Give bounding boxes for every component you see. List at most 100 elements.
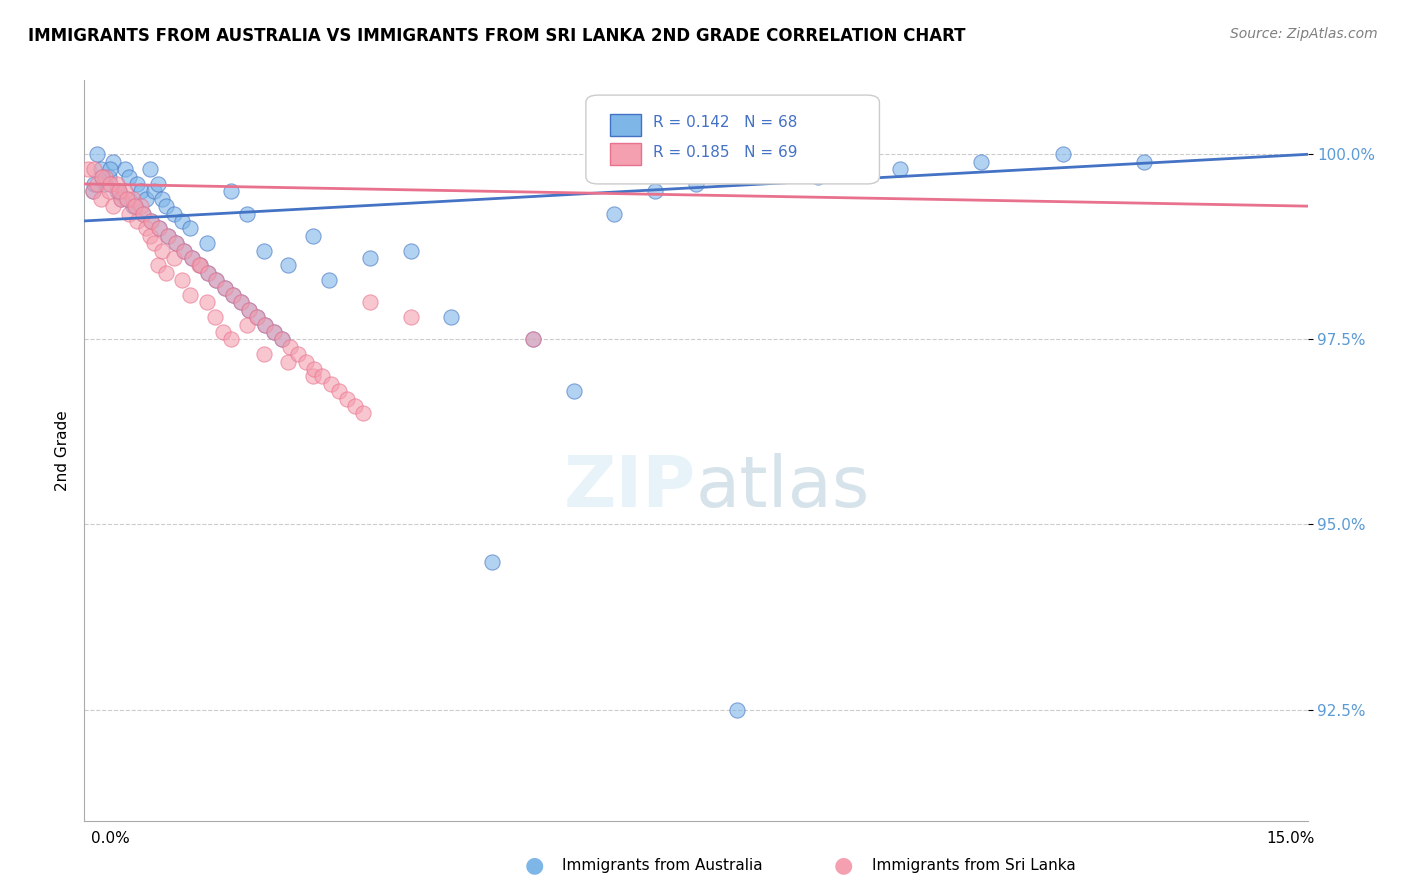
Point [246,310,269,325]
Point [86,177,108,191]
Point [122,192,145,206]
Point [77,162,100,177]
Point [173,244,195,258]
Point [301,369,323,384]
Point [214,280,236,294]
Point [197,266,219,280]
Point [188,258,211,272]
Point [222,288,245,302]
Point [522,332,544,346]
Point [124,199,146,213]
Point [132,206,155,220]
Text: Immigrants from Sri Lanka: Immigrants from Sri Lanka [872,858,1076,872]
Point [181,251,204,265]
Point [236,206,259,220]
Point [141,214,163,228]
Point [352,407,374,421]
Point [131,199,153,213]
Text: ZIP: ZIP [564,453,696,522]
Point [603,206,626,220]
Point [101,154,124,169]
Point [135,221,157,235]
Point [179,221,201,235]
Bar [610,144,641,165]
Point [105,177,128,191]
Point [90,192,112,206]
Point [253,244,276,258]
Text: Immigrants from Australia: Immigrants from Australia [562,858,763,872]
Point [165,236,187,251]
Text: R = 0.142   N = 68: R = 0.142 N = 68 [654,115,797,130]
Point [100,177,122,191]
Point [254,318,277,332]
Point [155,199,177,213]
Point [685,177,707,191]
Point [399,244,422,258]
Point [263,325,285,339]
Point [277,354,299,368]
Point [336,392,359,406]
Point [187,258,209,272]
Point [141,214,163,228]
Text: R = 0.185   N = 69: R = 0.185 N = 69 [654,145,797,160]
Point [270,332,292,346]
Point [807,169,830,184]
Text: ●: ● [524,855,544,875]
Point [304,362,326,376]
Point [319,376,342,391]
Point [132,206,155,220]
Point [359,295,381,310]
Y-axis label: 2nd Grade: 2nd Grade [55,410,70,491]
Text: 0.0%: 0.0% [91,831,131,846]
Bar [610,113,641,136]
Text: IMMIGRANTS FROM AUSTRALIA VS IMMIGRANTS FROM SRI LANKA 2ND GRADE CORRELATION CHA: IMMIGRANTS FROM AUSTRALIA VS IMMIGRANTS … [28,27,966,45]
Point [93,177,115,191]
Point [107,184,129,198]
Point [238,302,260,317]
Point [212,325,235,339]
Point [148,221,170,235]
Point [725,703,748,717]
Point [219,184,242,198]
Point [263,325,285,339]
Point [138,162,160,177]
Point [115,192,138,206]
Point [105,184,128,198]
Point [889,162,911,177]
Point [399,310,422,325]
Point [124,199,146,213]
Point [163,251,186,265]
Point [110,192,132,206]
Point [188,258,211,272]
Point [236,318,259,332]
Point [205,273,228,287]
Point [107,184,129,198]
Point [359,251,381,265]
Point [122,199,145,213]
Point [82,184,104,198]
Point [127,214,149,228]
Point [970,154,993,169]
Point [90,162,112,177]
Point [278,340,301,354]
Point [172,214,194,228]
Point [155,266,177,280]
Point [644,184,666,198]
Point [163,206,186,220]
Point [219,332,242,346]
Point [229,295,252,310]
Point [131,184,153,198]
Point [1133,154,1156,169]
Point [91,169,114,184]
Point [82,184,104,198]
Point [205,273,228,287]
Point [150,244,173,258]
Point [246,310,269,325]
Point [83,177,105,191]
Point [179,288,201,302]
Point [93,169,115,184]
Point [229,295,252,310]
Point [115,192,138,206]
Text: Source: ZipAtlas.com: Source: ZipAtlas.com [1230,27,1378,41]
Point [214,280,236,294]
